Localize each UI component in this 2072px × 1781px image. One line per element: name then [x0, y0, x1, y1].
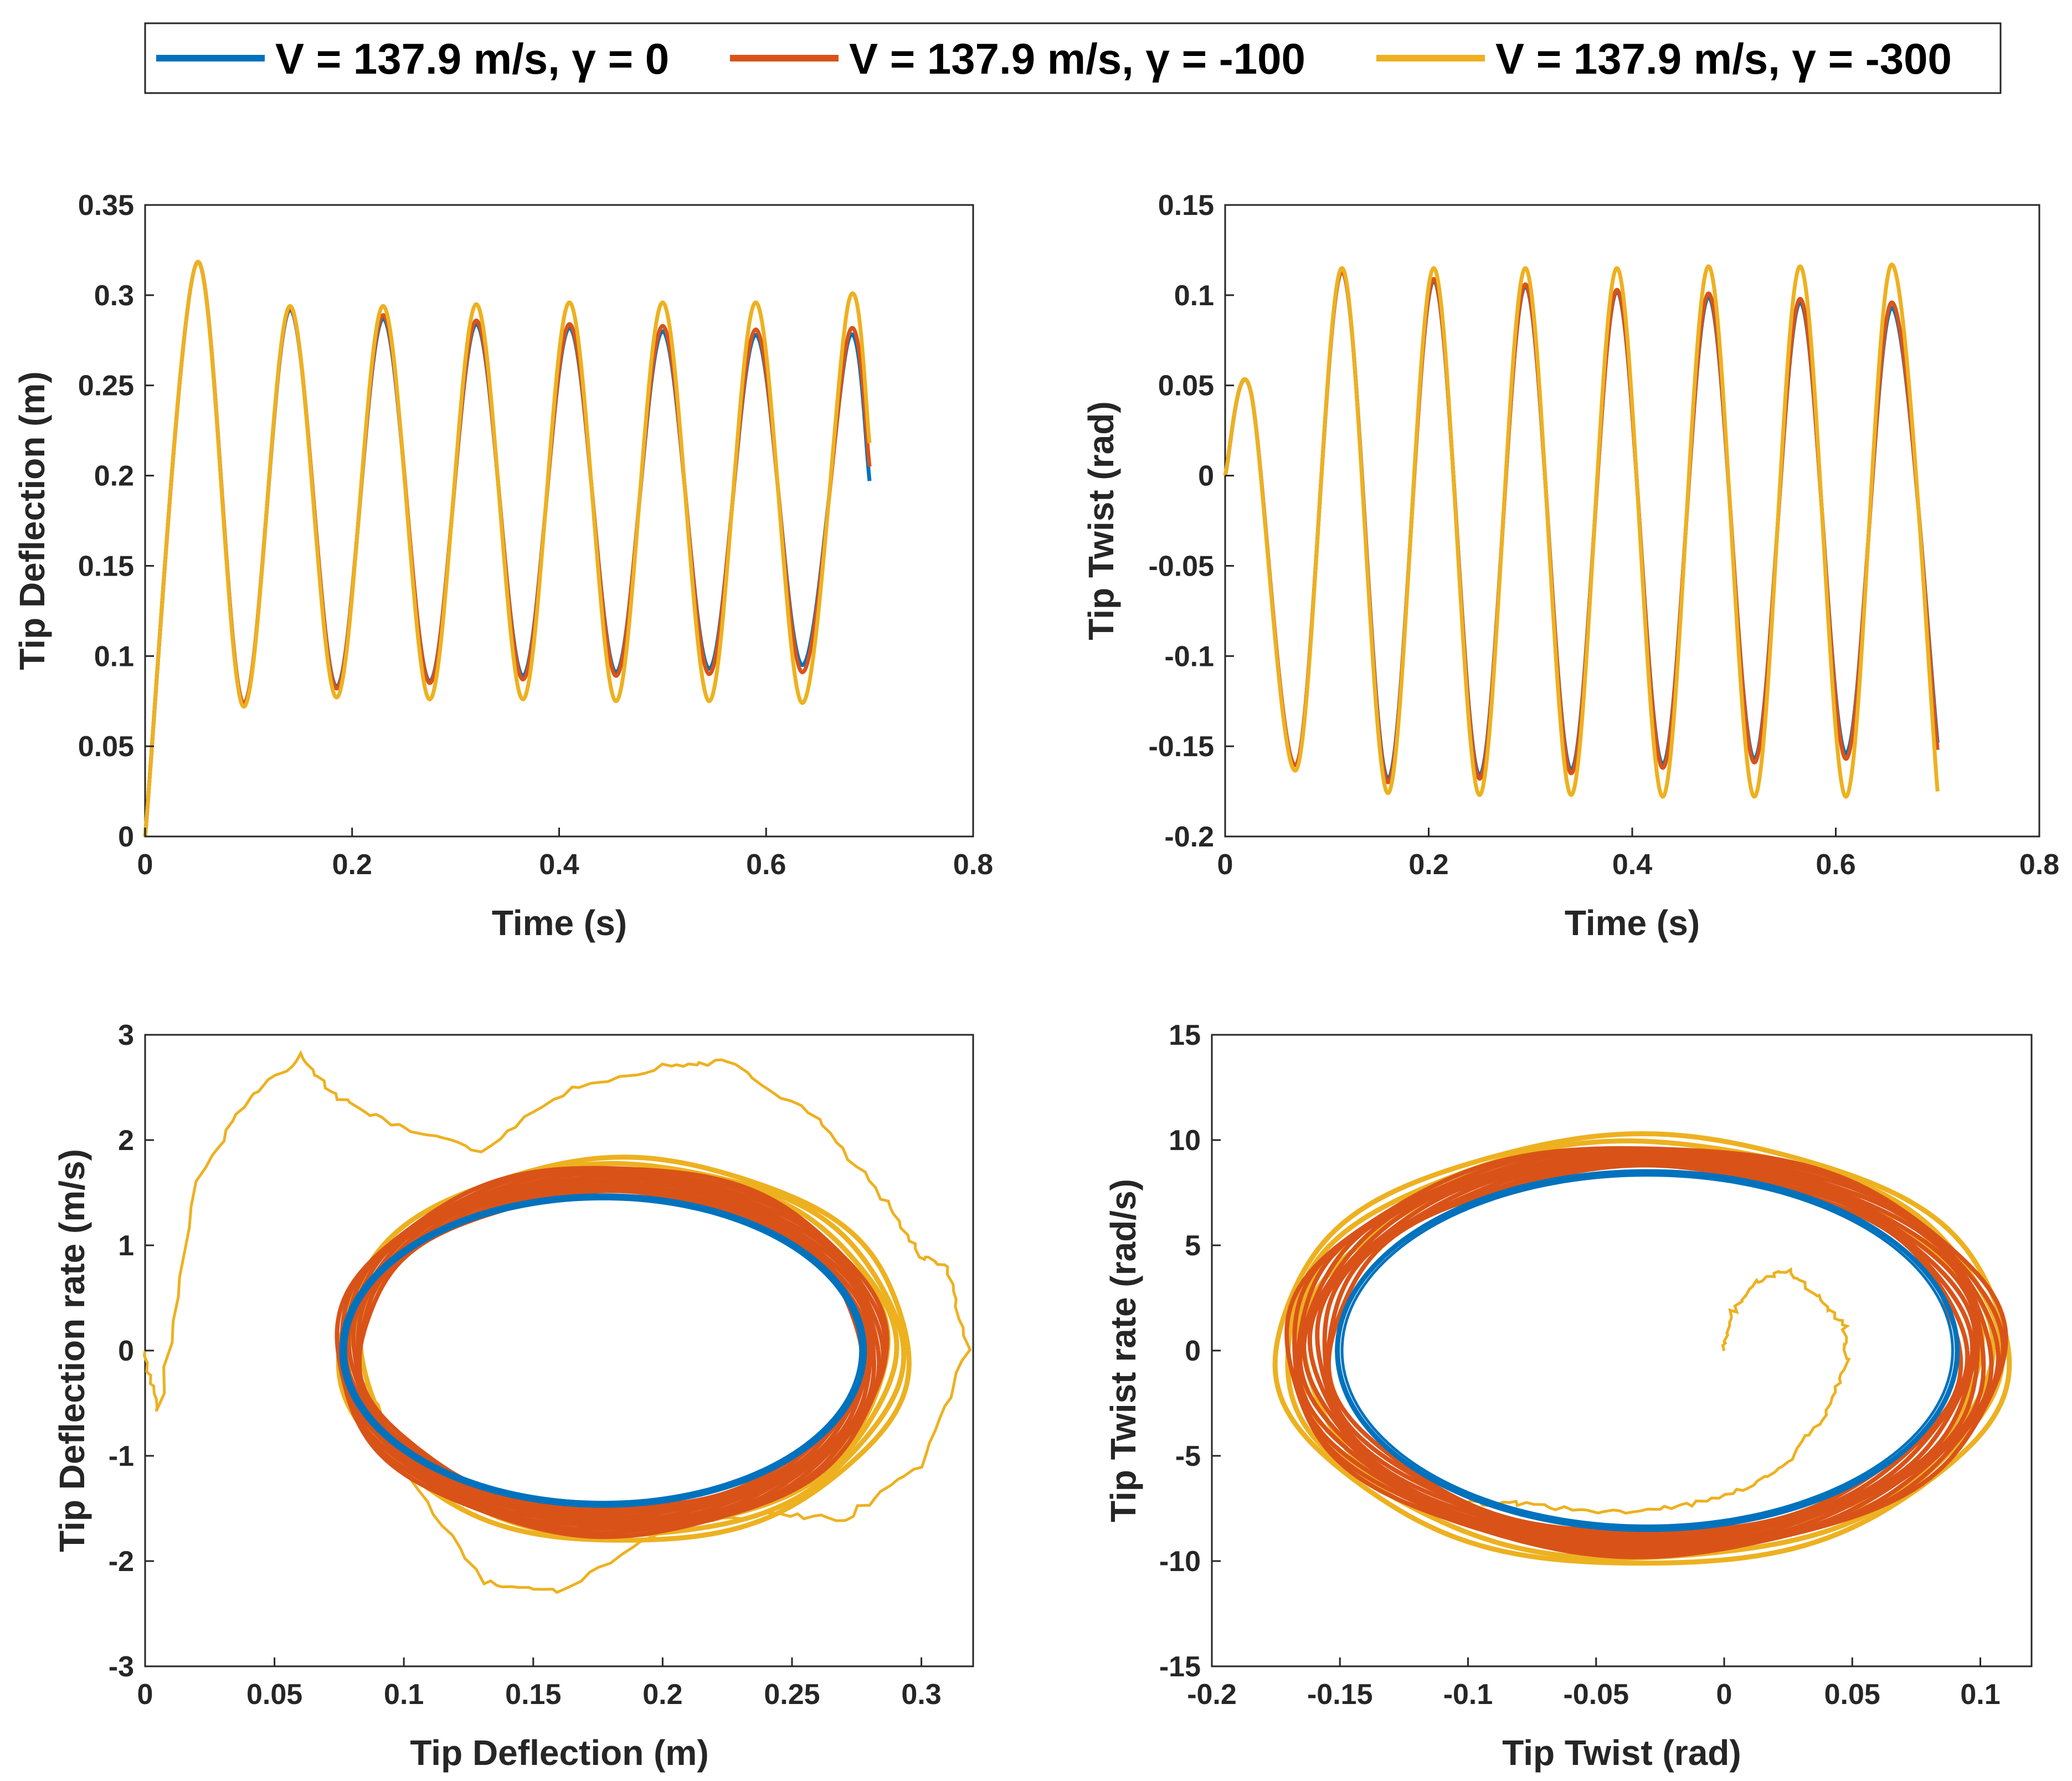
y-tick-label: -0.2 [1164, 821, 1214, 853]
x-tick-label: 0 [137, 1679, 153, 1711]
x-tick-label: 0.2 [332, 849, 372, 881]
legend-box [144, 22, 2002, 94]
y-axis-label-twist-phase: Tip Twist rate (rad/s) [1103, 1179, 1143, 1522]
x-tick-label: 0.4 [539, 849, 579, 881]
panel-twist-phase: -0.2 -0.15 -0.1 -0.05 0 0.05 0.1 -15 -10 -5 0 5 10 15… [1103, 1019, 2033, 1773]
y-tick-label: 0.1 [1174, 280, 1214, 312]
x-tick-label: 0.15 [505, 1679, 561, 1711]
x-tick-label: -0.15 [1307, 1679, 1373, 1711]
y-tick-label: 0.05 [78, 731, 134, 763]
x-axis-label-deflection-time: Time (s) [492, 903, 627, 943]
x-tick-label: 0 [1217, 849, 1233, 881]
series-line-blue [344, 1197, 862, 1504]
y-tick-label: 3 [118, 1019, 134, 1051]
series-line-blue [339, 1193, 867, 1508]
x-tick-label: 0.8 [953, 849, 993, 881]
y-tick-label: 0.05 [1158, 370, 1214, 402]
y-axis-label-deflection-phase: Tip Deflection rate (m/s) [52, 1149, 92, 1552]
x-tick-label: 0 [137, 849, 153, 881]
panel-deflection-time: 0 0.2 0.4 0.6 0.800.050.10.150.20.250.30.35 … [12, 189, 993, 943]
legend: V = 137.9 m/s, γ = 0 V = 137.9 m/s, γ = … [144, 22, 2002, 94]
y-tick-label: 0.35 [78, 189, 134, 222]
x-tick-label: -0.05 [1563, 1679, 1629, 1711]
y-tick-label: 0.3 [94, 280, 134, 312]
y-tick-label: 0.15 [78, 550, 134, 582]
y-tick-label: 0.1 [94, 640, 134, 673]
ticks-deflection-time: 0 0.2 0.4 0.6 0.8 0 0.05 0.1 0.15 0.2 0.25 0.3 0.35 [78, 189, 993, 881]
x-tick-label: 0.1 [384, 1679, 424, 1711]
series-line-yellow [143, 260, 872, 837]
x-tick-label: 0.1 [1960, 1679, 2000, 1711]
y-tick-label: 2 [118, 1125, 134, 1157]
y-tick-label: -15 [1159, 1651, 1201, 1683]
x-tick-label: 0.25 [764, 1679, 820, 1711]
series-lines-deflection-phase [142, 1050, 972, 1594]
y-tick-label: 0.2 [94, 460, 134, 492]
series-line-yellow [1223, 262, 1940, 799]
y-tick-label: 5 [1185, 1230, 1201, 1262]
series-lines-twist-time [1223, 262, 1940, 799]
series-line-yellow [1272, 1131, 2012, 1566]
x-axis-label-deflection-phase: Tip Deflection (m) [410, 1733, 708, 1773]
ticks-twist-phase: -0.2 -0.15 -0.1 -0.05 0 0.05 0.1 -15 -10 -5 0 5 10 15 [1159, 1019, 2001, 1711]
x-axis-label-twist-time: Time (s) [1565, 903, 1700, 943]
x-tick-label: 0 [1716, 1679, 1732, 1711]
legend-label-yellow: V = 137.9 m/s, γ = -300 [1495, 34, 1952, 83]
y-tick-label: 1 [118, 1230, 134, 1262]
x-axis-label-twist-phase: Tip Twist (rad) [1502, 1733, 1741, 1773]
series-lines-twist-phase [1272, 1131, 2012, 1566]
y-tick-label: 0 [118, 821, 134, 853]
panel-twist-time: 0 0.2 0.4 0.6 0.8 -0.2 -0.15 -0.1 -0.05 0 0.05 0.1 0… [1081, 189, 2059, 943]
legend-label-blue: V = 137.9 m/s, γ = 0 [275, 34, 669, 83]
legend-label-red: V = 137.9 m/s, γ = -100 [849, 34, 1305, 83]
x-tick-label: 0.8 [2019, 849, 2059, 881]
y-tick-label: -1 [109, 1440, 134, 1472]
plot-area-twist-time [1224, 204, 2040, 838]
y-tick-label: 0.15 [1158, 189, 1214, 222]
plot-area-deflection-time [144, 204, 974, 838]
series-line-yellow [1467, 1267, 1851, 1515]
x-tick-label: -0.1 [1443, 1679, 1493, 1711]
x-tick-label: 0.2 [642, 1679, 682, 1711]
series-line-blue [1340, 1173, 1954, 1528]
y-tick-label: 0 [118, 1335, 134, 1367]
y-tick-label: -0.15 [1148, 731, 1214, 763]
y-tick-label: -0.05 [1148, 550, 1214, 582]
series-lines-deflection-time [143, 260, 872, 837]
x-tick-label: 0.2 [1408, 849, 1448, 881]
plot-area-deflection-phase [144, 1034, 974, 1667]
y-tick-label: -0.1 [1164, 640, 1214, 673]
y-tick-label: -2 [109, 1546, 134, 1578]
ticks-deflection-phase: 0 0.05 0.1 0.15 0.2 0.25 0.3 -3 -2 -1 0 1 2 3 [109, 1019, 942, 1711]
y-tick-label: 0 [1185, 1335, 1201, 1367]
plot-area-twist-phase [1211, 1034, 2033, 1667]
y-tick-label: -5 [1175, 1440, 1201, 1472]
x-tick-label: 0.3 [901, 1679, 941, 1711]
y-tick-label: 15 [1169, 1019, 1201, 1051]
series-line-red [335, 1166, 890, 1539]
ticks-twist-time: 0 0.2 0.4 0.6 0.8 -0.2 -0.15 -0.1 -0.05 0 0.05 0.1 0… [1148, 189, 2059, 881]
y-tick-label: 10 [1169, 1125, 1201, 1157]
panel-deflection-phase: 0 0.05 0.1 0.15 0.2 0.25 0.3 -3 -2 -1 0 1 2 3 Tip Def… [52, 1019, 974, 1773]
x-tick-label: 0.05 [246, 1679, 302, 1711]
x-tick-label: 0.6 [1816, 849, 1855, 881]
y-tick-label: -3 [109, 1651, 134, 1683]
series-line-blue [1335, 1169, 1960, 1532]
x-tick-label: -0.2 [1187, 1679, 1237, 1711]
x-tick-label: 0.4 [1612, 849, 1652, 881]
x-tick-label: 0.05 [1824, 1679, 1880, 1711]
series-line-red [1284, 1146, 2008, 1559]
y-tick-label: 0.25 [78, 370, 134, 402]
x-tick-label: 0.6 [746, 849, 786, 881]
series-line-yellow [142, 1050, 972, 1594]
y-axis-label-deflection-time: Tip Deflection (m) [12, 371, 52, 670]
y-tick-label: 0 [1198, 460, 1214, 492]
y-tick-label: -10 [1159, 1546, 1201, 1578]
y-axis-label-twist-time: Tip Twist (rad) [1081, 401, 1121, 640]
